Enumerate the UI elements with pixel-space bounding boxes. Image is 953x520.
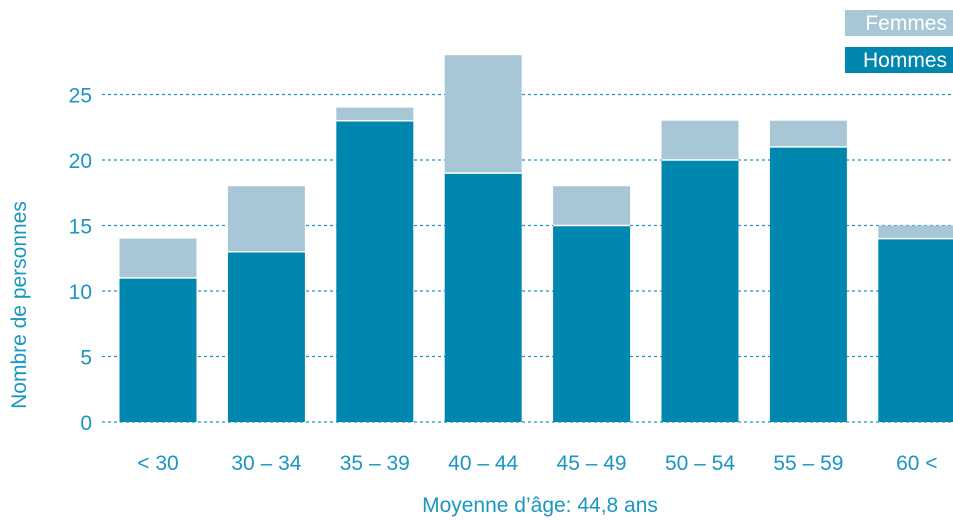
- legend-femmes-label: Femmes: [865, 11, 947, 35]
- x-tick-label: 45 – 49: [557, 452, 627, 475]
- x-tick-label: < 30: [137, 452, 178, 475]
- x-tick-label: 30 – 34: [231, 452, 301, 475]
- bar-segment-hommes: [444, 173, 522, 422]
- bar-segment-femmes: [661, 120, 739, 160]
- bar-segment-femmes: [227, 186, 305, 252]
- x-tick-label: 60 <: [896, 452, 937, 475]
- bar-segment-hommes: [878, 238, 953, 422]
- y-tick-label: 5: [80, 347, 92, 370]
- bar-segment-hommes: [553, 225, 631, 422]
- legend-femmes: Femmes: [845, 10, 953, 36]
- legend-hommes-label: Hommes: [862, 48, 947, 72]
- bar-segment-hommes: [227, 251, 305, 422]
- bar-segment-femmes: [336, 107, 414, 121]
- bar-segment-femmes: [444, 55, 522, 174]
- y-tick-label: 0: [80, 412, 92, 435]
- bar-segment-hommes: [769, 146, 847, 422]
- x-axis-label: Moyenne d’âge: 44,8 ans: [422, 494, 658, 517]
- bar-segment-hommes: [119, 277, 197, 422]
- x-tick-label: 40 – 44: [448, 452, 518, 475]
- y-tick-label: 15: [69, 216, 92, 239]
- bar-segment-hommes: [336, 120, 414, 422]
- bar-segment-femmes: [553, 186, 631, 226]
- y-tick-label: 20: [69, 150, 92, 173]
- x-tick-label: 55 – 59: [773, 452, 843, 475]
- x-tick-label: 50 – 54: [665, 452, 735, 475]
- bar-segment-femmes: [119, 238, 197, 278]
- bar-segment-femmes: [769, 120, 847, 147]
- y-axis-label: Nombre de personnes: [8, 201, 31, 409]
- legend-hommes: Hommes: [845, 47, 953, 73]
- x-tick-label: 35 – 39: [340, 452, 410, 475]
- y-tick-label: 25: [69, 85, 92, 108]
- bar-segment-femmes: [878, 225, 953, 239]
- y-tick-label: 10: [69, 281, 92, 304]
- bar-segment-hommes: [661, 160, 739, 422]
